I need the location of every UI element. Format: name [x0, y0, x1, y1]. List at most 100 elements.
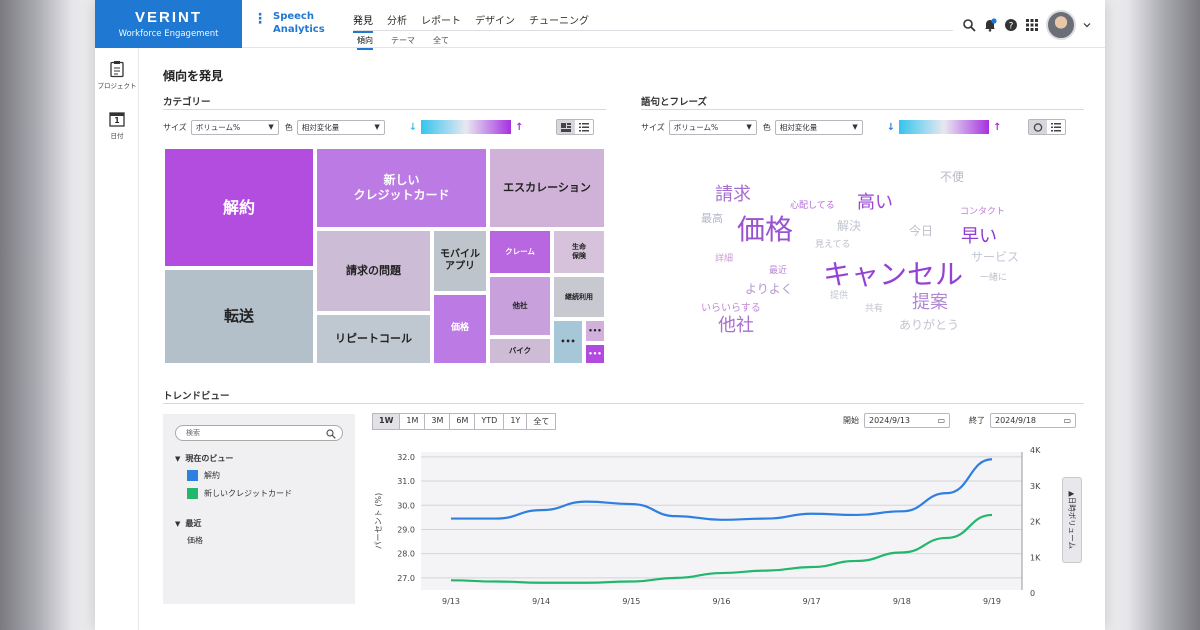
series-item[interactable]: 新しいクレジットカード [187, 488, 292, 499]
end-date-value: 2024/9/18 [995, 416, 1037, 425]
rail-item-project[interactable]: プロジェクト [95, 60, 139, 90]
arrow-down-icon: ↓ [886, 121, 896, 133]
cloud-word[interactable]: 解決 [837, 219, 862, 233]
range-1w-button[interactable]: 1W [372, 413, 401, 430]
treemap-tile[interactable]: 生命 保険 [552, 229, 606, 275]
nav-design[interactable]: デザイン [475, 16, 515, 27]
cloud-word[interactable]: 価格 [737, 213, 794, 246]
cloud-word[interactable]: 提供 [830, 291, 849, 301]
treemap-tile[interactable]: 他社 [488, 275, 552, 337]
series-search-input[interactable]: 検索 [175, 425, 343, 441]
tile-label: ••• [588, 349, 602, 358]
treemap-tile[interactable]: ••• [584, 343, 606, 365]
start-date-input[interactable]: 2024/9/13 ▭ [864, 413, 950, 428]
cloud-word[interactable]: いらいらする [701, 303, 761, 314]
view-toggle [555, 119, 594, 135]
treemap-tile[interactable]: エスカレーション [488, 147, 606, 229]
treemap-tile[interactable]: クレーム [488, 229, 552, 275]
phrase-color-select[interactable]: 相対変化量 ▼ [774, 119, 863, 135]
subnav-trends[interactable]: 傾向 [357, 35, 373, 50]
x-tick-label: 9/18 [893, 597, 911, 606]
treemap-tile[interactable]: バイク [488, 337, 552, 365]
help-icon[interactable]: ? [1004, 18, 1018, 32]
cloud-word[interactable]: 心配してる [790, 201, 835, 211]
tile-label: 請求の問題 [346, 264, 401, 278]
cloud-word[interactable]: 提案 [912, 292, 948, 313]
treemap-tile[interactable]: 新しい クレジットカード [315, 147, 488, 229]
y2-tick-label: 2K [1030, 518, 1041, 527]
cloud-word[interactable]: ありがとう [899, 318, 960, 332]
treemap-tile[interactable]: ••• [584, 319, 606, 343]
treemap-tile[interactable]: 転送 [163, 268, 315, 365]
product-name: Speech Analytics [273, 10, 325, 36]
color-select[interactable]: 相対変化量 ▼ [296, 119, 385, 135]
treemap-view-icon[interactable] [556, 120, 575, 134]
range-3m-button[interactable]: 3M [424, 413, 451, 430]
treemap-tile[interactable]: 解約 [163, 147, 315, 268]
product-switcher[interactable]: ⋮ Speech Analytics [253, 10, 325, 36]
color-scale-legend [421, 120, 512, 134]
range-1y-button[interactable]: 1Y [503, 413, 528, 430]
cloud-word[interactable]: 詳細 [715, 254, 734, 264]
cloud-word[interactable]: 早い [961, 226, 997, 247]
treemap-tile[interactable]: ••• [552, 319, 584, 365]
nav-divider [353, 30, 953, 31]
cloud-word[interactable]: キャンセル [823, 258, 964, 291]
search-icon[interactable] [962, 18, 976, 32]
list-view-icon[interactable] [1047, 120, 1065, 134]
size-select[interactable]: ボリューム% ▼ [190, 119, 279, 135]
range-1m-button[interactable]: 1M [399, 413, 426, 430]
chevron-down-icon: ▼ [746, 123, 752, 131]
treemap-tile[interactable]: リピートコール [315, 313, 432, 365]
recent-item[interactable]: 価格 [187, 535, 203, 546]
cloud-word[interactable]: 今日 [909, 224, 934, 238]
series-item[interactable]: 解約 [187, 470, 220, 481]
cloud-word[interactable]: 最高 [701, 212, 723, 225]
current-view-group[interactable]: ▼ 現在のビュー [175, 453, 233, 464]
range-ytd-button[interactable]: YTD [474, 413, 505, 430]
subnav-all[interactable]: 全て [433, 36, 449, 45]
cloud-word[interactable]: 不便 [940, 170, 965, 184]
bell-icon[interactable] [983, 18, 997, 32]
recent-group[interactable]: ▼ 最近 [175, 518, 201, 529]
daily-volume-tab[interactable]: ▲日時ボリューム [1062, 477, 1082, 563]
cloud-word[interactable]: 一緒に [980, 273, 1008, 283]
cloud-view-icon[interactable] [1028, 120, 1047, 134]
treemap-tile[interactable]: 継続利用 [552, 275, 606, 319]
plot-background [421, 452, 1022, 590]
category-treemap: 解約 転送 新しい クレジットカード 請求の問題 リピートコール モバイル アプ… [163, 147, 606, 365]
treemap-tile[interactable]: 価格 [432, 293, 488, 365]
nav-analyze[interactable]: 分析 [387, 16, 407, 27]
cloud-word[interactable]: 共有 [865, 304, 884, 314]
range-all-button[interactable]: 全て [526, 413, 557, 430]
range-6m-button[interactable]: 6M [449, 413, 476, 430]
nav-report[interactable]: レポート [421, 16, 461, 27]
treemap-tile[interactable]: 請求の問題 [315, 229, 432, 313]
apps-grid-icon[interactable] [1025, 18, 1039, 32]
nav-discover[interactable]: 発見 [353, 12, 373, 33]
cloud-word[interactable]: 他社 [718, 315, 754, 336]
cloud-word[interactable]: コンタクト [960, 207, 1006, 217]
caret-down-icon: ▼ [175, 455, 181, 463]
sub-nav: 傾向 テーマ 全て [357, 35, 449, 50]
chevron-down-icon: ▼ [268, 123, 274, 131]
subnav-themes[interactable]: テーマ [391, 36, 415, 45]
phrase-size-select[interactable]: ボリューム% ▼ [668, 119, 757, 135]
cloud-word[interactable]: よりよく [745, 282, 793, 296]
y2-tick-label: 4K [1030, 446, 1041, 455]
series-line [450, 513, 993, 584]
chevron-down-icon[interactable] [1083, 21, 1091, 29]
treemap-tile[interactable]: モバイル アプリ [432, 229, 488, 293]
rail-item-date[interactable]: 日付 [95, 110, 139, 140]
end-date-input[interactable]: 2024/9/18 ▭ [990, 413, 1076, 428]
cloud-word[interactable]: 高い [857, 192, 893, 213]
user-avatar[interactable] [1046, 10, 1076, 40]
cloud-word[interactable]: 最近 [769, 266, 788, 276]
cloud-word[interactable]: サービス [971, 250, 1020, 264]
list-view-icon[interactable] [575, 120, 593, 134]
cloud-word[interactable]: 見えてる [815, 240, 851, 250]
brand-logo[interactable]: VERINT Workforce Engagement [95, 0, 242, 48]
cloud-word[interactable]: 請求 [715, 184, 751, 205]
nav-tuning[interactable]: チューニング [529, 16, 589, 27]
size-label: サイズ [641, 122, 665, 132]
